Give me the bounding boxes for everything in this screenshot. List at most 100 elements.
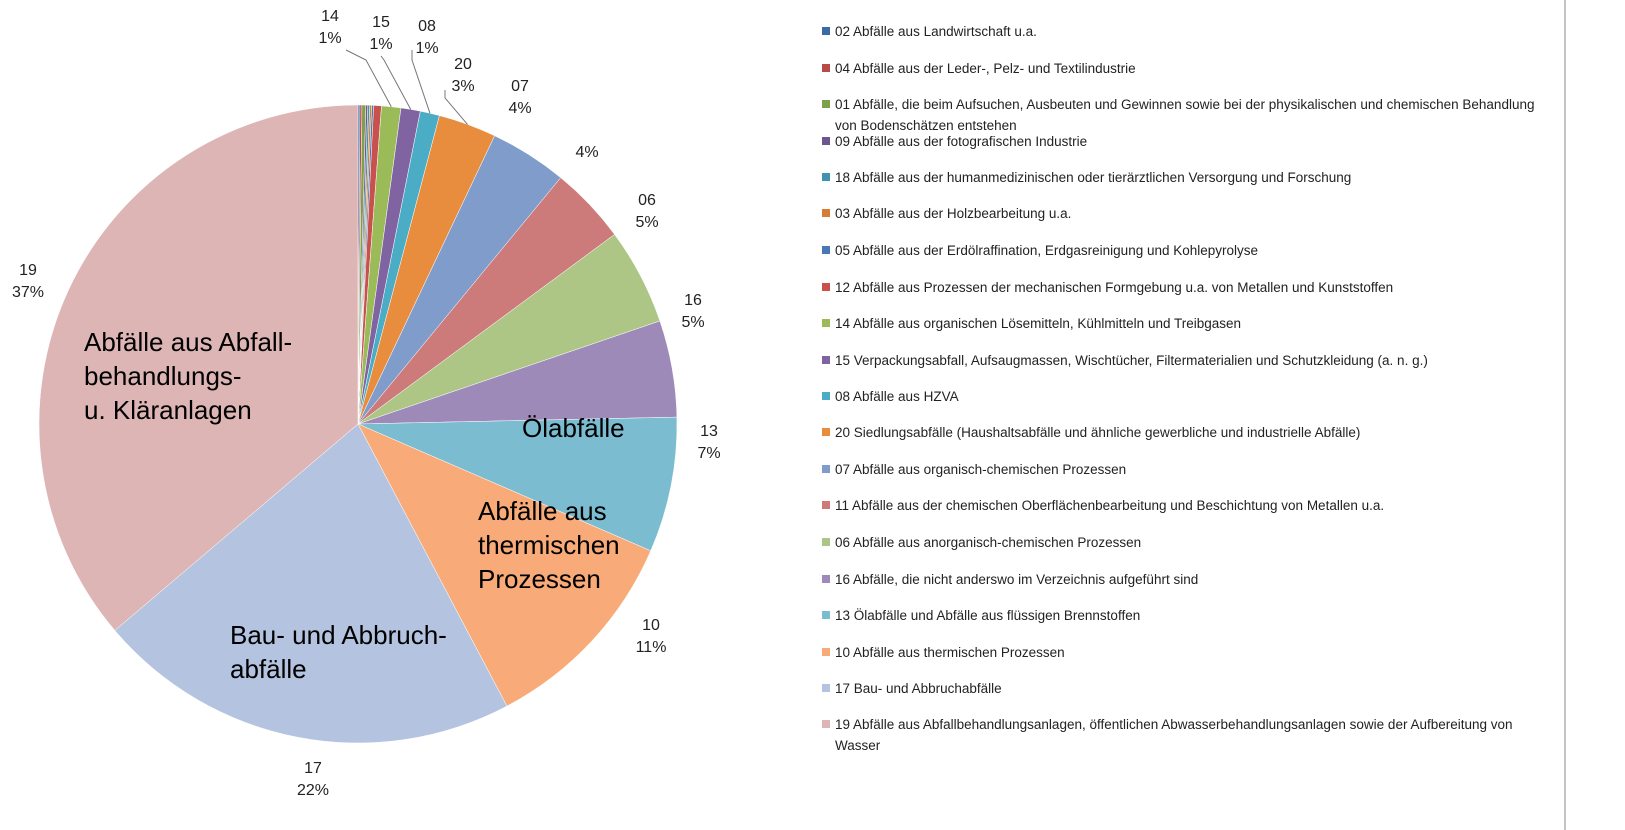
slice-annotation: behandlungs- xyxy=(84,361,242,391)
legend-label: 04 Abfälle aus der Leder-, Pelz- und Tex… xyxy=(835,61,1136,76)
legend-label: 19 Abfälle aus Abfallbehandlungsanlagen,… xyxy=(835,717,1513,753)
legend-label: 03 Abfälle aus der Holzbearbeitung u.a. xyxy=(835,206,1072,221)
legend-label: 15 Verpackungsabfall, Aufsaugmassen, Wis… xyxy=(835,353,1428,368)
legend-swatch xyxy=(822,100,830,108)
legend-item: 18 Abfälle aus der humanmedizinischen od… xyxy=(822,167,1557,188)
slice-annotation: u. Kläranlagen xyxy=(84,395,252,425)
leader-line xyxy=(345,49,392,107)
pie-slice xyxy=(357,423,652,707)
data-label: 7% xyxy=(697,445,720,462)
legend-swatch xyxy=(822,209,830,217)
legend-swatch xyxy=(822,684,830,692)
legend-label: 13 Ölabfälle und Abfälle aus flüssigen B… xyxy=(835,608,1141,623)
leader-line xyxy=(444,90,468,125)
legend-item: 13 Ölabfälle und Abfälle aus flüssigen B… xyxy=(822,605,1557,626)
legend-swatch xyxy=(822,575,830,583)
legend-swatch xyxy=(822,501,830,509)
legend-item: 07 Abfälle aus organisch-chemischen Proz… xyxy=(822,459,1557,480)
legend-item: 09 Abfälle aus der fotografischen Indust… xyxy=(822,131,1557,152)
legend-item: 12 Abfälle aus Prozessen der mechanische… xyxy=(822,277,1557,298)
data-label-code: 06 xyxy=(638,192,656,209)
legend-item: 08 Abfälle aus HZVA xyxy=(822,386,1557,407)
legend-swatch xyxy=(822,465,830,473)
legend-swatch xyxy=(822,538,830,546)
data-label-code: 16 xyxy=(684,292,702,309)
legend-swatch xyxy=(822,720,830,728)
legend-label: 12 Abfälle aus Prozessen der mechanische… xyxy=(835,280,1394,295)
data-label: 4% xyxy=(575,144,598,161)
data-label-code: 14 xyxy=(321,8,339,25)
legend-item: 05 Abfälle aus der Erdölraffination, Erd… xyxy=(822,240,1557,261)
slice-annotation: Abfälle aus Abfall- xyxy=(84,327,292,357)
data-label-code: 15 xyxy=(372,14,390,31)
legend-item: 01 Abfälle, die beim Aufsuchen, Ausbeute… xyxy=(822,94,1557,136)
data-label: 5% xyxy=(681,314,704,331)
legend-label: 02 Abfälle aus Landwirtschaft u.a. xyxy=(835,24,1037,39)
data-label: 11% xyxy=(636,639,667,656)
legend-label: 14 Abfälle aus organischen Lösemitteln, … xyxy=(835,316,1242,331)
legend-swatch xyxy=(822,319,830,327)
data-label: 22% xyxy=(297,782,329,799)
legend-item: 20 Siedlungsabfälle (Haushaltsabfälle un… xyxy=(822,422,1557,443)
legend-item: 17 Bau- und Abbruchabfälle xyxy=(822,678,1557,699)
legend-label: 18 Abfälle aus der humanmedizinischen od… xyxy=(835,170,1352,185)
legend-item: 04 Abfälle aus der Leder-, Pelz- und Tex… xyxy=(822,58,1557,79)
legend-swatch xyxy=(822,64,830,72)
data-label-code: 13 xyxy=(700,423,718,440)
legend-swatch xyxy=(822,283,830,291)
legend-swatch xyxy=(822,137,830,145)
legend-item: 16 Abfälle, die nicht anderswo im Verzei… xyxy=(822,569,1557,590)
slice-annotation: Abfälle aus xyxy=(478,496,607,526)
data-label: 37% xyxy=(12,284,44,301)
legend-label: 08 Abfälle aus HZVA xyxy=(835,389,959,404)
legend-swatch xyxy=(822,428,830,436)
data-label-code: 20 xyxy=(454,56,472,73)
data-label-code: 19 xyxy=(19,262,37,279)
legend-swatch xyxy=(822,27,830,35)
legend-swatch xyxy=(822,356,830,364)
data-label: 1% xyxy=(369,36,392,53)
legend-item: 15 Verpackungsabfall, Aufsaugmassen, Wis… xyxy=(822,350,1557,371)
slice-annotation: abfälle xyxy=(230,654,307,684)
legend-item: 03 Abfälle aus der Holzbearbeitung u.a. xyxy=(822,203,1557,224)
legend-swatch xyxy=(822,392,830,400)
legend-label: 05 Abfälle aus der Erdölraffination, Erd… xyxy=(835,243,1259,258)
data-label-code: 07 xyxy=(511,78,529,95)
leader-line xyxy=(411,50,431,114)
data-label: 5% xyxy=(635,214,658,231)
legend-label: 11 Abfälle aus der chemischen Oberfläche… xyxy=(835,498,1385,513)
legend-swatch xyxy=(822,246,830,254)
data-label: 1% xyxy=(318,30,341,47)
legend-swatch xyxy=(822,173,830,181)
legend-label: 06 Abfälle aus anorganisch-chemischen Pr… xyxy=(835,535,1142,550)
slice-annotation: Ölabfälle xyxy=(522,413,625,443)
legend-swatch xyxy=(822,648,830,656)
slice-annotation: Bau- und Abbruch- xyxy=(230,620,447,650)
legend-label: 10 Abfälle aus thermischen Prozessen xyxy=(835,645,1065,660)
slice-annotation: thermischen xyxy=(478,530,620,560)
legend-label: 01 Abfälle, die beim Aufsuchen, Ausbeute… xyxy=(835,97,1535,133)
legend-label: 20 Siedlungsabfälle (Haushaltsabfälle un… xyxy=(835,425,1361,440)
data-label: 4% xyxy=(508,100,531,117)
legend-label: 17 Bau- und Abbruchabfälle xyxy=(835,681,1002,696)
pie-slice xyxy=(38,104,359,631)
pie-slice xyxy=(357,416,678,552)
pie-slice xyxy=(114,423,508,744)
legend-item: 19 Abfälle aus Abfallbehandlungsanlagen,… xyxy=(822,714,1557,756)
legend-label: 07 Abfälle aus organisch-chemischen Proz… xyxy=(835,462,1127,477)
legend-item: 14 Abfälle aus organischen Lösemitteln, … xyxy=(822,313,1557,334)
data-label-code: 10 xyxy=(642,617,660,634)
legend-item: 11 Abfälle aus der chemischen Oberfläche… xyxy=(822,495,1557,516)
legend-item: 10 Abfälle aus thermischen Prozessen xyxy=(822,642,1557,663)
data-label-code: 08 xyxy=(418,18,436,35)
legend-swatch xyxy=(822,611,830,619)
leader-line xyxy=(380,55,412,110)
legend-item: 06 Abfälle aus anorganisch-chemischen Pr… xyxy=(822,532,1557,553)
legend-item: 02 Abfälle aus Landwirtschaft u.a. xyxy=(822,21,1557,42)
legend-label: 09 Abfälle aus der fotografischen Indust… xyxy=(835,134,1088,149)
legend-label: 16 Abfälle, die nicht anderswo im Verzei… xyxy=(835,572,1199,587)
data-label-code: 17 xyxy=(304,760,322,777)
data-label: 1% xyxy=(415,40,438,57)
